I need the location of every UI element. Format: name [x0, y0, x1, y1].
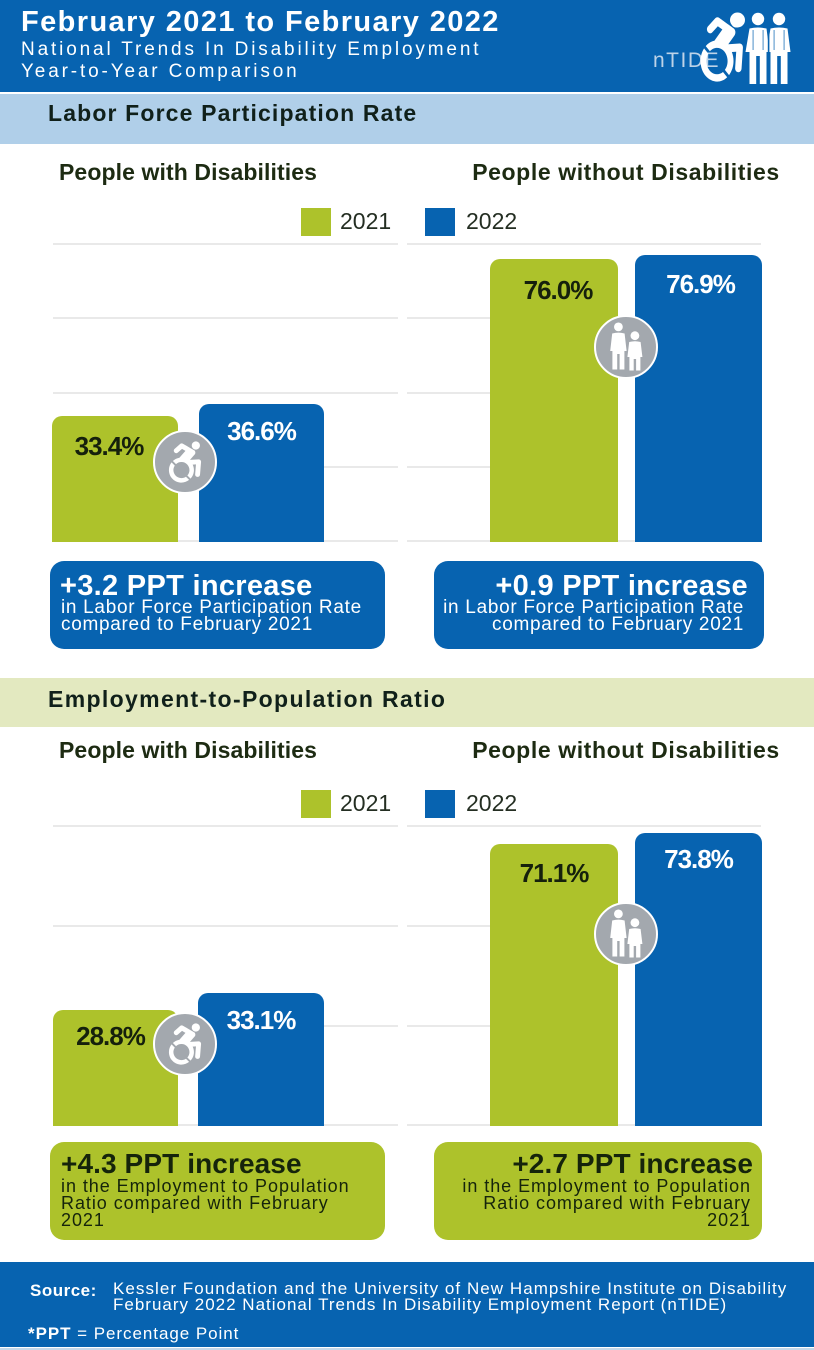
svg-text:nTIDE: nTIDE	[653, 49, 720, 72]
